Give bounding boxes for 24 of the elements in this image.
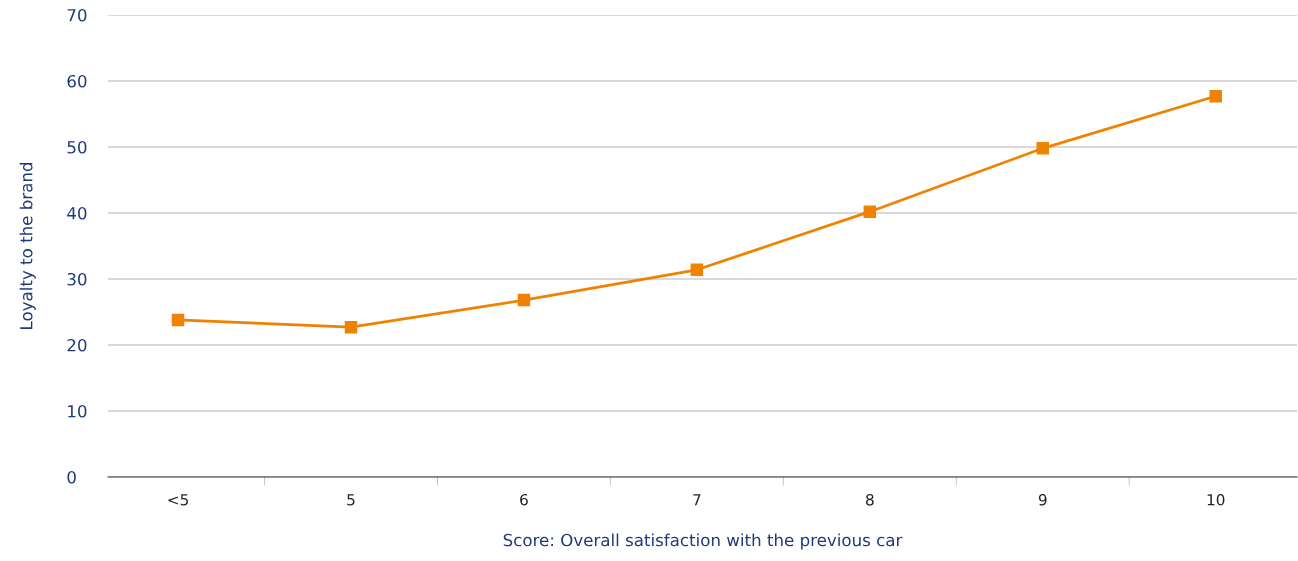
point bbox=[1036, 142, 1050, 155]
x-tick-label: 6 bbox=[520, 493, 528, 506]
point bbox=[517, 293, 531, 307]
x-tick-label: 7 bbox=[693, 494, 701, 506]
point bbox=[1209, 89, 1222, 103]
x-tick-label: 5 bbox=[347, 494, 355, 506]
y-tick-label: 50 bbox=[67, 140, 87, 154]
y-tick-label: 60 bbox=[67, 74, 87, 88]
point bbox=[863, 205, 877, 218]
x-tick-label: <5 bbox=[168, 494, 188, 506]
y-tick-label: 0 bbox=[67, 470, 76, 484]
y-tick-label: 40 bbox=[67, 206, 87, 220]
y-tick-label: 10 bbox=[68, 404, 87, 418]
x-tick-label: 8 bbox=[866, 493, 874, 506]
point bbox=[171, 313, 185, 327]
point bbox=[690, 263, 704, 277]
x-tick-label: 9 bbox=[1038, 493, 1047, 506]
x-tick-label: 10 bbox=[1207, 493, 1225, 506]
point bbox=[344, 320, 358, 334]
y-tick-label: 20 bbox=[67, 338, 87, 352]
y-tick-label: 70 bbox=[67, 8, 87, 22]
y-axis-title: Loyalty to the brand bbox=[19, 162, 36, 329]
x-axis-title: Score: Overall satisfaction with the previous car bbox=[503, 533, 903, 550]
y-tick-label: 30 bbox=[67, 272, 87, 286]
